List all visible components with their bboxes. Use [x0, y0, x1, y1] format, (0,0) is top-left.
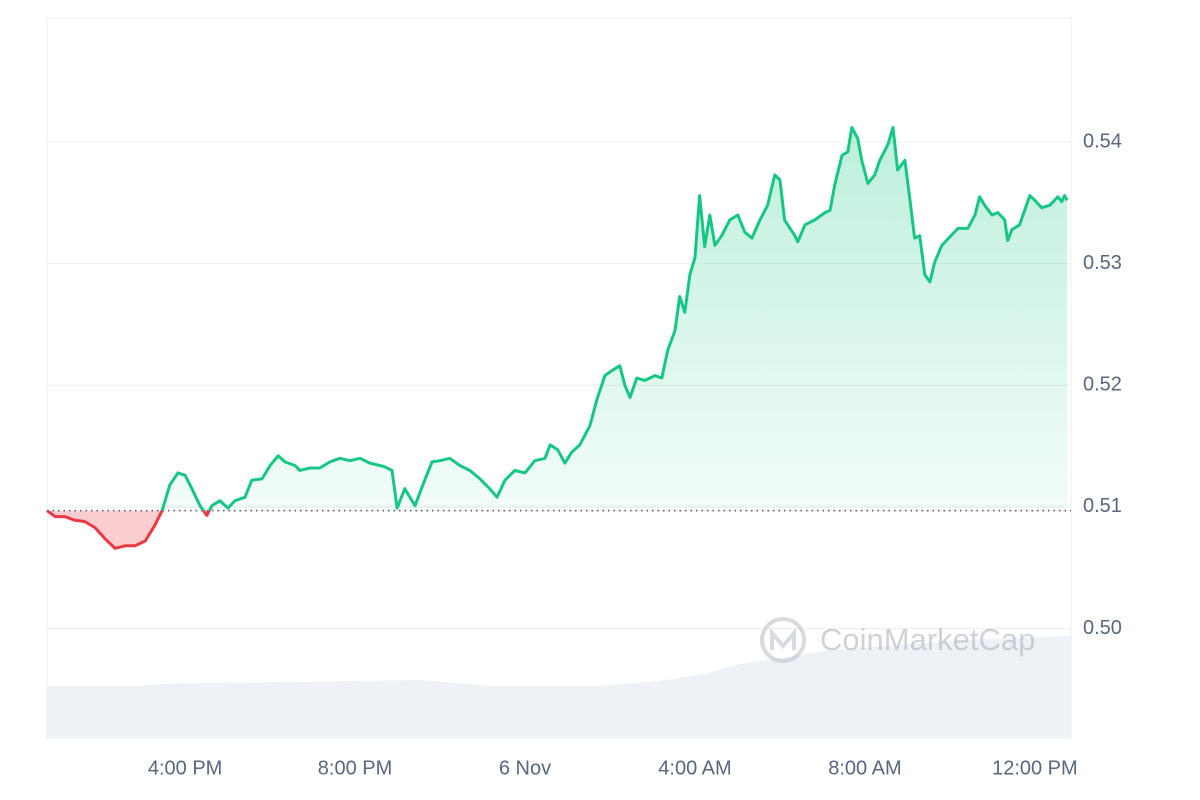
watermark: CoinMarketCap — [760, 617, 1035, 663]
watermark-logo — [760, 617, 806, 663]
y-tick-label: 0.52 — [1083, 374, 1122, 396]
y-tick-label: 0.51 — [1083, 495, 1122, 517]
x-tick-label: 4:00 PM — [148, 757, 222, 779]
area-below-baseline — [47, 510, 1068, 549]
x-tick-label: 8:00 AM — [828, 757, 901, 779]
watermark-logo-mark — [770, 627, 796, 650]
y-tick-label: 0.53 — [1083, 252, 1122, 274]
x-tick-label: 8:00 PM — [318, 757, 392, 779]
y-tick-label: 0.50 — [1083, 617, 1122, 639]
plot — [46, 126, 1071, 630]
watermark-text: CoinMarketCap — [820, 622, 1035, 657]
area-above-baseline — [162, 127, 1068, 511]
volume-area — [47, 636, 1071, 738]
x-tick-label: 6 Nov — [499, 757, 551, 779]
y-tick-label: 0.54 — [1083, 130, 1122, 152]
price-line — [47, 126, 1069, 511]
x-tick-label: 12:00 PM — [992, 757, 1078, 779]
x-tick-label: 4:00 AM — [658, 757, 731, 779]
